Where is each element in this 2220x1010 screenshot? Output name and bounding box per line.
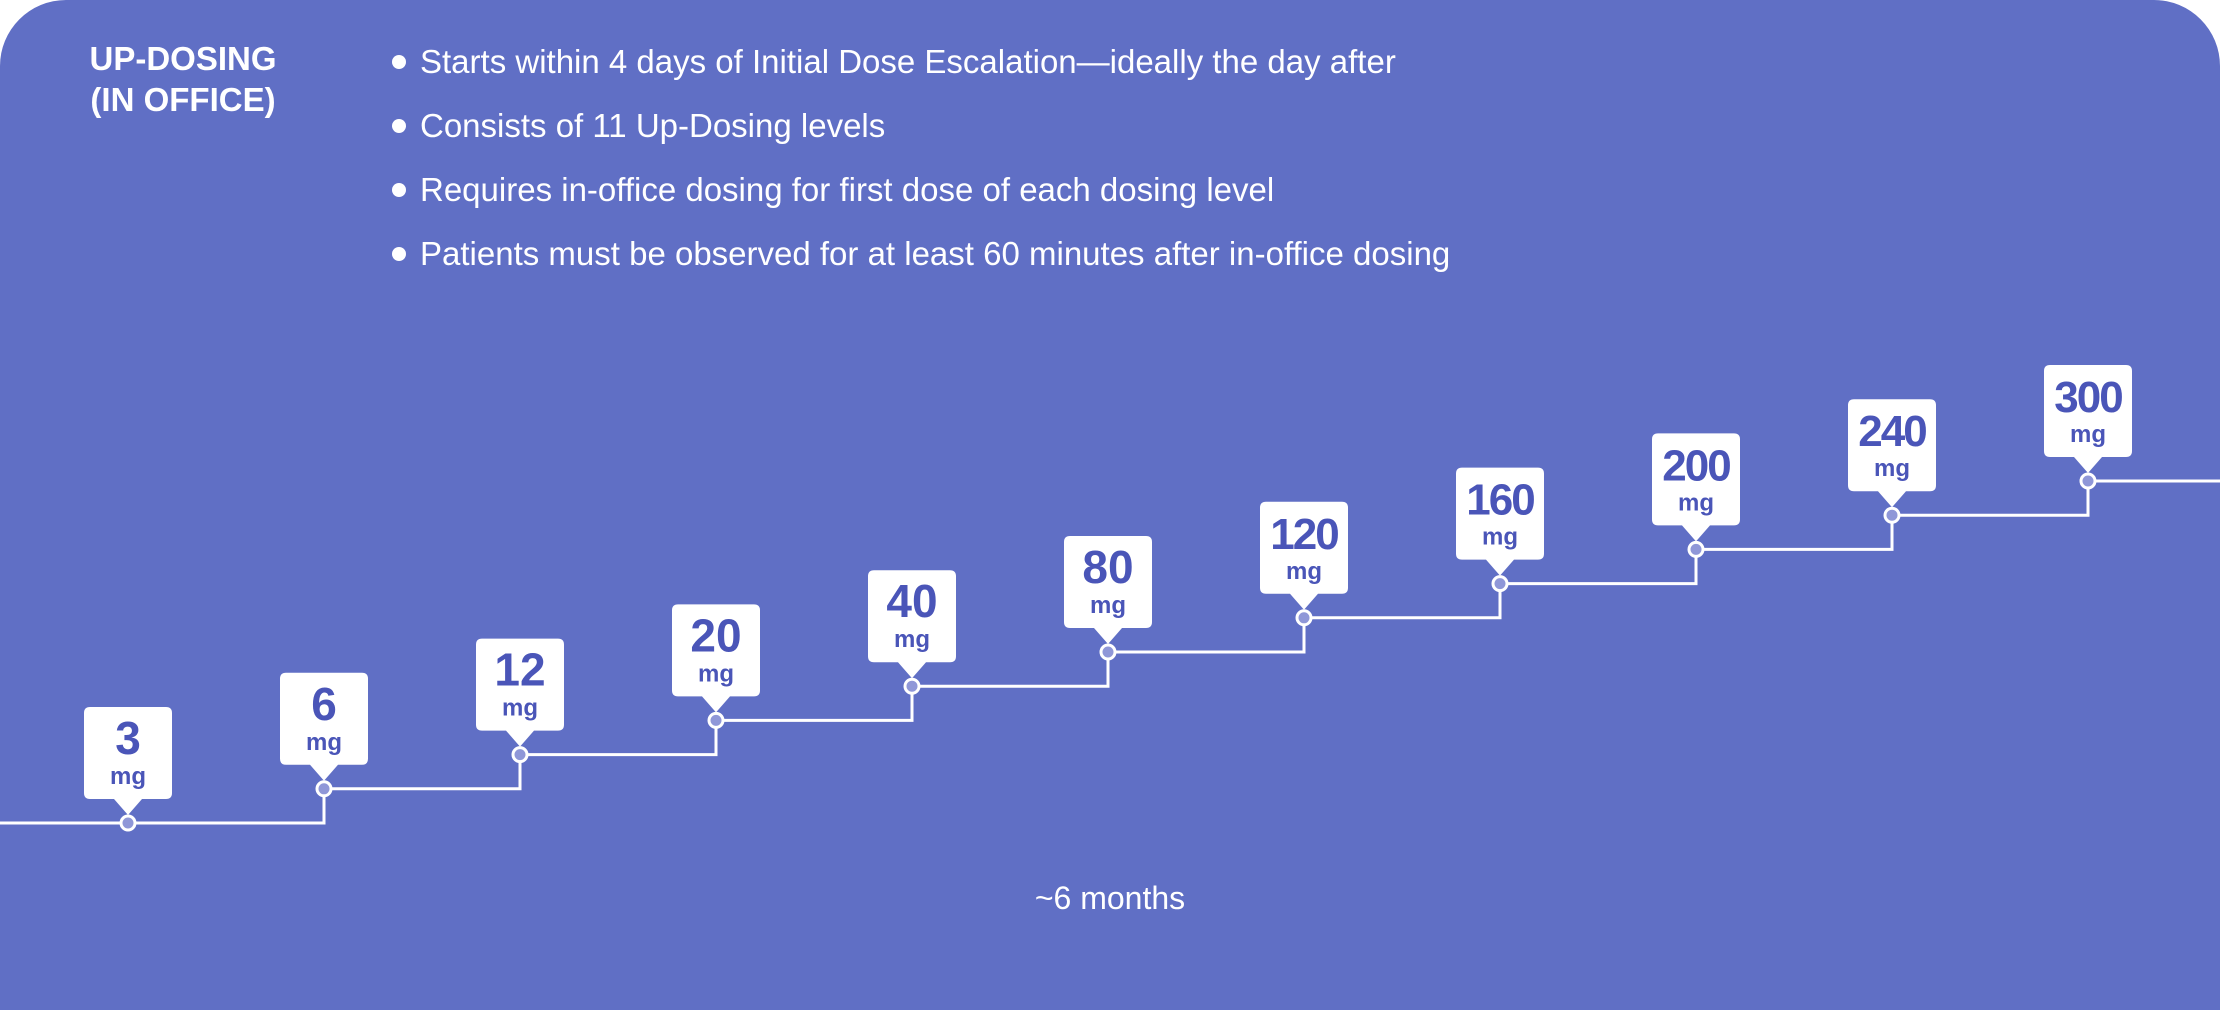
- dose-unit-label: mg: [110, 763, 146, 790]
- bullet-item: Requires in-office dosing for first dose…: [392, 166, 1450, 214]
- bullet-item: Consists of 11 Up-Dosing levels: [392, 102, 1450, 150]
- dose-unit-label: mg: [1678, 489, 1714, 516]
- dose-point-marker: [1687, 540, 1705, 558]
- duration-label: ~6 months: [1034, 880, 1186, 916]
- dose-value-label: 6: [311, 678, 337, 730]
- dose-point-marker: [2079, 472, 2097, 490]
- dose-point-marker: [903, 677, 921, 695]
- dose-point-marker: [1883, 506, 1901, 524]
- dose-value-label: 300: [2054, 373, 2122, 422]
- dose-point-marker: [511, 746, 529, 764]
- dose-callout-box: [476, 638, 564, 747]
- dose-unit-label: mg: [2070, 421, 2106, 448]
- dose-point-marker: [119, 814, 137, 832]
- dose-value-label: 160: [1466, 476, 1534, 525]
- dose-level: 6mg: [280, 672, 368, 798]
- dose-value-label: 240: [1858, 407, 1926, 456]
- dose-callout-box: [868, 570, 956, 679]
- dose-callout-box: [1652, 433, 1740, 542]
- dose-point-marker: [1295, 609, 1313, 627]
- phase-title: UP-DOSING (IN OFFICE): [58, 38, 308, 120]
- dose-unit-label: mg: [502, 695, 538, 722]
- dose-value-label: 200: [1662, 441, 1730, 490]
- dose-callout-box: [2044, 365, 2132, 473]
- dose-callout-box: [1848, 399, 1936, 508]
- bullet-text: Consists of 11 Up-Dosing levels: [420, 107, 886, 144]
- bullet-dot-icon: [392, 183, 406, 197]
- bullet-text: Patients must be observed for at least 6…: [420, 235, 1451, 272]
- dose-callout-box: [280, 672, 368, 781]
- dose-value-label: 12: [494, 644, 545, 696]
- dose-level: 3mg: [84, 707, 172, 832]
- dose-callout-box: [84, 707, 172, 815]
- dose-callout-box: [1064, 536, 1152, 644]
- dose-point-marker: [315, 780, 333, 798]
- dose-unit-label: mg: [1286, 558, 1322, 585]
- bullet-text: Starts within 4 days of Initial Dose Esc…: [420, 43, 1396, 80]
- dose-unit-label: mg: [1482, 524, 1518, 551]
- dose-value-label: 40: [886, 575, 937, 627]
- dose-value-label: 20: [690, 609, 741, 661]
- dose-point-marker: [1099, 643, 1117, 661]
- dose-unit-label: mg: [306, 729, 342, 756]
- bullet-item: Starts within 4 days of Initial Dose Esc…: [392, 38, 1450, 86]
- bullet-list: Starts within 4 days of Initial Dose Esc…: [392, 38, 1450, 294]
- dose-value-label: 120: [1270, 510, 1338, 559]
- bullet-dot-icon: [392, 119, 406, 133]
- dose-point-marker: [707, 711, 725, 729]
- dose-unit-label: mg: [698, 660, 734, 687]
- dose-callout-box: [672, 604, 760, 713]
- phase-title-line-2: (IN OFFICE): [90, 81, 276, 118]
- bullet-dot-icon: [392, 55, 406, 69]
- bullet-item: Patients must be observed for at least 6…: [392, 230, 1450, 278]
- dose-unit-label: mg: [1874, 455, 1910, 482]
- dose-value-label: 80: [1082, 541, 1133, 593]
- dose-value-label: 3: [115, 712, 141, 764]
- dose-callout-box: [1260, 501, 1348, 610]
- dose-unit-label: mg: [894, 626, 930, 653]
- bullet-dot-icon: [392, 247, 406, 261]
- dose-callout-box: [1456, 467, 1544, 576]
- phase-title-line-1: UP-DOSING: [89, 40, 277, 77]
- dose-unit-label: mg: [1090, 592, 1126, 619]
- bullet-text: Requires in-office dosing for first dose…: [420, 171, 1275, 208]
- dose-point-marker: [1491, 575, 1509, 593]
